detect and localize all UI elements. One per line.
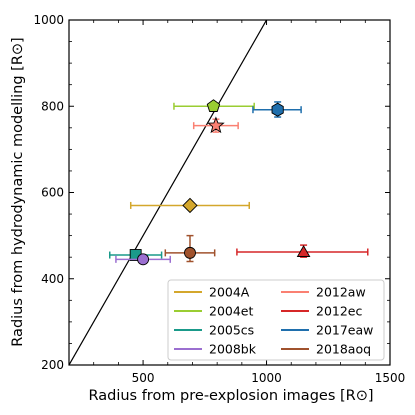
data-point-2017eaw [252,101,302,118]
legend-label-2017eaw: 2017eaw [316,323,373,338]
data-point-2004et [173,99,255,112]
axis-ticks: 500 1000 1500 200 400 600 800 1000 [33,13,405,385]
y-tick-label: 400 [41,272,64,286]
data-point-2004A [129,197,251,214]
x-tick-label: 1500 [375,371,406,385]
y-axis-label: Radius from hydrodynamic modelling [R⊙] [10,37,26,346]
x-tick-label: 1000 [251,371,282,385]
marker-2017eaw [271,102,284,117]
plot-frame [68,19,391,366]
x-axis-label: Radius from pre-explosion images [R⊙] [88,388,373,404]
data-point-2008bk [115,253,171,266]
y-tick-label: 800 [41,99,64,113]
data-point-2018aoq [164,234,216,263]
marker-2012ec [296,245,311,257]
legend-label-2018aoq: 2018aoq [316,342,371,357]
legend-label-2012aw: 2012aw [316,285,366,300]
one-to-one-line [69,20,268,365]
x-tick-label: 500 [132,371,155,385]
legend-label-2005cs: 2005cs [209,323,254,338]
legend-label-2004et: 2004et [209,304,254,319]
marker-2012aw [207,116,225,134]
legend: 2004A 2012aw 2004et 2012ec 2005cs 2017eaw 2008… [167,279,385,361]
y-tick-label: 600 [41,186,64,200]
y-tick-label: 200 [41,358,64,372]
legend-label-2008bk: 2008bk [209,342,257,357]
data-point-2012ec [236,244,369,258]
legend-label-2004A: 2004A [209,285,250,300]
marker-2008bk [137,253,150,266]
marker-2018aoq [184,246,196,259]
legend-box [167,279,385,361]
y-tick-label: 1000 [33,13,64,27]
marker-2004A [182,197,198,214]
marker-2004et [206,99,221,112]
legend-label-2012ec: 2012ec [316,304,363,319]
data-point-2012aw [192,116,239,134]
